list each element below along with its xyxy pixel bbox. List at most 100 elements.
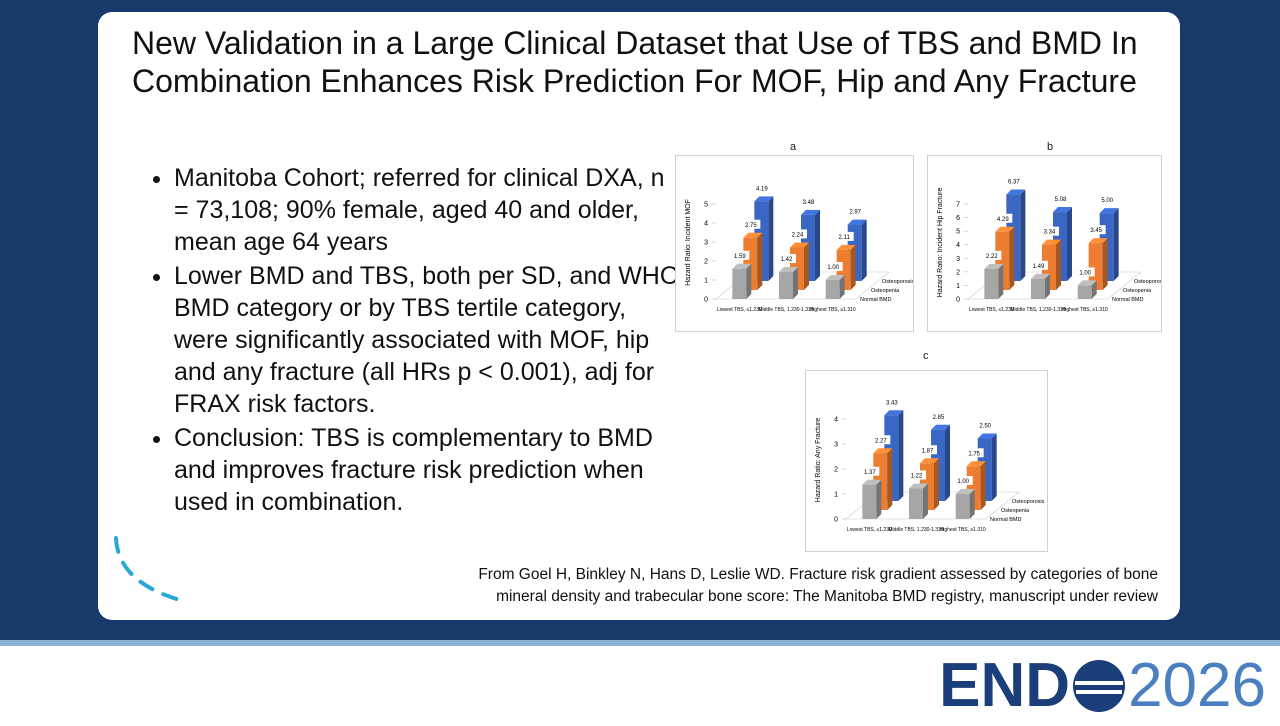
citation: mineral density and trabecular bone scor… bbox=[496, 588, 1158, 605]
data-label: 2.11 bbox=[839, 235, 851, 241]
data-label: 2.24 bbox=[792, 232, 804, 238]
y-tick-label: 1 bbox=[834, 492, 838, 499]
panel-letter: b bbox=[1047, 141, 1054, 153]
bar-side bbox=[1067, 207, 1072, 281]
bar-side bbox=[1009, 226, 1015, 290]
bar-side bbox=[1056, 239, 1061, 290]
data-label: 2.97 bbox=[849, 210, 861, 216]
y-tick-label: 2 bbox=[834, 467, 838, 474]
label-box bbox=[1003, 176, 1024, 186]
data-label: 4.29 bbox=[997, 217, 1009, 223]
panel-letter: c bbox=[923, 350, 929, 362]
y-tick-label: 2 bbox=[704, 259, 708, 266]
label-box bbox=[1050, 194, 1070, 204]
y-tick-label: 1 bbox=[956, 283, 960, 290]
data-label: 1.00 bbox=[1079, 270, 1091, 276]
bar-top bbox=[1031, 273, 1050, 279]
bar-side bbox=[923, 483, 928, 519]
bar bbox=[1077, 285, 1092, 299]
chart: Hazard Ratio: Incident MOF 0 1 2 3 4 5 Lowest T… bbox=[675, 155, 914, 332]
label-box bbox=[870, 435, 891, 445]
legend-label: Normal BMD bbox=[1112, 297, 1144, 303]
bar-top bbox=[754, 196, 774, 202]
legend-label: Osteoporosis bbox=[1012, 499, 1045, 505]
bar bbox=[955, 494, 970, 519]
data-label: 1.75 bbox=[968, 451, 980, 457]
x-tick-label: Highest TBS, ≥1.310 bbox=[810, 307, 856, 313]
bar bbox=[1031, 278, 1045, 299]
y-tick-label: 3 bbox=[956, 256, 960, 263]
bar-side bbox=[998, 263, 1004, 299]
label-box bbox=[776, 254, 796, 264]
legend-label: Osteoporosis bbox=[1134, 279, 1162, 285]
bar-side bbox=[887, 448, 893, 510]
y-tick-label: 3 bbox=[834, 442, 838, 449]
bar-side bbox=[980, 461, 986, 510]
x-tick-label: Highest TBS, ≥1.310 bbox=[1062, 307, 1108, 313]
data-label: 3.34 bbox=[1044, 230, 1056, 236]
y-tick-label: 4 bbox=[956, 242, 960, 249]
bar-side bbox=[876, 479, 882, 519]
slide-title: New Validation in a Large Clinical Datas… bbox=[132, 25, 1138, 99]
label-box bbox=[981, 250, 1002, 260]
y-axis-label: Hazard Ratio: Any Fracture bbox=[815, 418, 822, 503]
label-box bbox=[1096, 195, 1117, 205]
x-tick-label: Lowest TBS, ≤1.230 bbox=[717, 307, 762, 313]
data-label: 1.00 bbox=[827, 265, 839, 271]
bar-top bbox=[847, 219, 867, 225]
label-box bbox=[1074, 267, 1095, 277]
label-box bbox=[881, 397, 902, 407]
bar-top bbox=[1006, 189, 1026, 195]
bar-side bbox=[839, 275, 845, 299]
logo-text: 2026 bbox=[1128, 651, 1266, 720]
data-label: 1.42 bbox=[781, 257, 793, 263]
bar bbox=[825, 280, 840, 299]
label-box bbox=[787, 229, 807, 239]
bar-top bbox=[977, 433, 997, 439]
data-label: 3.45 bbox=[1090, 228, 1102, 234]
bar-side bbox=[861, 219, 867, 281]
legend-label: Normal BMD bbox=[860, 297, 892, 303]
bar-top bbox=[779, 267, 798, 273]
bar-side bbox=[1091, 280, 1097, 299]
y-tick-label: 7 bbox=[956, 202, 960, 209]
label-box bbox=[963, 448, 984, 458]
bar-side bbox=[1020, 189, 1026, 281]
label-box bbox=[1028, 260, 1048, 270]
bar bbox=[862, 484, 877, 519]
data-label: 1.49 bbox=[1033, 264, 1045, 270]
legend-label: Osteopenia bbox=[871, 288, 900, 294]
y-tick-label: 6 bbox=[956, 215, 960, 222]
bar-top bbox=[931, 424, 950, 430]
label-box bbox=[906, 470, 926, 480]
bar-side bbox=[1113, 208, 1119, 281]
bar-side bbox=[991, 433, 997, 501]
label-box bbox=[1039, 226, 1059, 236]
bar-top bbox=[801, 209, 820, 215]
y-tick-label: 0 bbox=[956, 297, 960, 304]
decor-arc bbox=[114, 536, 182, 602]
bullet-list: Manitoba Cohort; referred for clinical D… bbox=[140, 162, 684, 520]
bar-side bbox=[969, 489, 975, 519]
y-tick-label: 5 bbox=[704, 202, 708, 209]
y-tick-label: 2 bbox=[956, 269, 960, 276]
label-box bbox=[928, 411, 948, 421]
bar-top bbox=[1053, 207, 1072, 213]
label-box bbox=[822, 262, 843, 271]
bar-top bbox=[920, 458, 939, 464]
bar bbox=[1088, 243, 1103, 290]
bar bbox=[984, 268, 999, 299]
data-label: 1.22 bbox=[911, 474, 923, 480]
data-label: 2.85 bbox=[933, 415, 945, 421]
legend-label: Osteoporosis bbox=[882, 279, 914, 285]
bar-top bbox=[966, 461, 986, 467]
legend-label: Normal BMD bbox=[990, 517, 1022, 523]
bullet: Manitoba Cohort; referred for clinical D… bbox=[174, 162, 684, 258]
bar-top bbox=[732, 263, 752, 269]
x-tick-label: Highest TBS, ≥1.310 bbox=[940, 527, 986, 533]
y-tick-label: 3 bbox=[704, 240, 708, 247]
bar bbox=[909, 488, 923, 519]
x-tick-label: Middle TBS, 1.230-1.310 bbox=[888, 527, 943, 533]
label-box bbox=[859, 466, 880, 476]
